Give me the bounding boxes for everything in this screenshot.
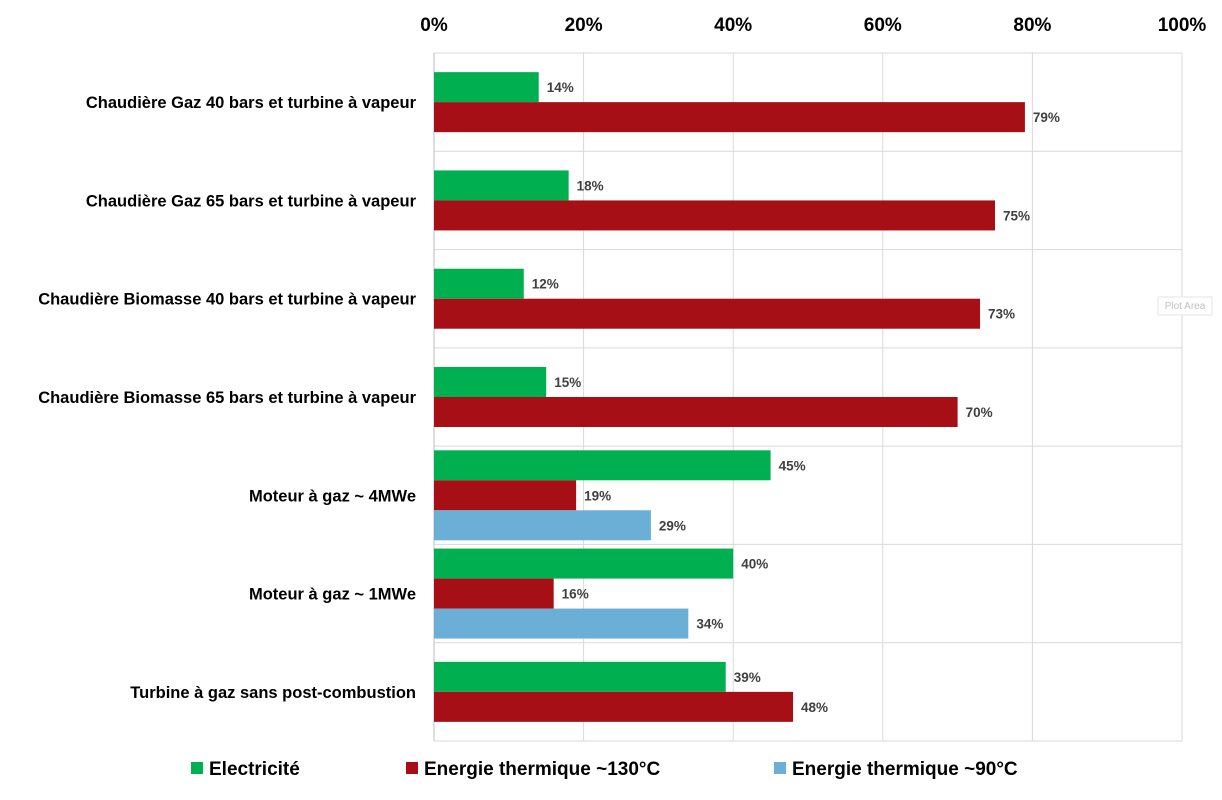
category-label: Chaudière Gaz 65 bars et turbine à vapeu…: [86, 192, 417, 210]
plot-area-annotation: Plot Area: [1165, 301, 1206, 312]
bar: [434, 510, 651, 541]
x-tick-label: 60%: [864, 15, 902, 36]
x-tick-label: 80%: [1013, 15, 1051, 36]
data-label: 19%: [584, 488, 611, 503]
bar: [434, 608, 689, 639]
x-tick-label: 100%: [1158, 15, 1207, 36]
data-label: 14%: [547, 80, 574, 95]
category-label: Chaudière Biomasse 40 bars et turbine à …: [38, 291, 416, 309]
data-label: 15%: [554, 375, 581, 390]
legend-swatch: [774, 762, 786, 774]
legend: Electricité Energie thermique ~130°C Energ…: [191, 759, 1018, 780]
bar: [434, 298, 981, 329]
data-label: 79%: [1033, 110, 1060, 125]
bar: [434, 548, 734, 579]
category-labels: Chaudière Gaz 40 bars et turbine à vapeu…: [38, 94, 416, 702]
data-label: 75%: [1003, 208, 1030, 223]
bar: [434, 200, 995, 231]
data-label: 70%: [966, 405, 993, 420]
x-axis-ticks: 0% 20% 40% 60% 80% 100%: [420, 15, 1206, 36]
data-label: 29%: [659, 518, 686, 533]
category-label: Turbine à gaz sans post-combustion: [130, 684, 416, 702]
bar: [434, 480, 577, 511]
data-label: 12%: [532, 277, 559, 292]
category-label: Chaudière Gaz 40 bars et turbine à vapeu…: [86, 94, 417, 112]
bar: [434, 661, 726, 692]
bar: [434, 397, 958, 427]
data-label: 48%: [801, 700, 828, 715]
legend-swatch: [406, 762, 418, 774]
data-label: 40%: [741, 557, 768, 572]
bar: [434, 170, 569, 201]
category-label: Chaudière Biomasse 65 bars et turbine à …: [38, 389, 416, 407]
bar: [434, 450, 771, 481]
data-label: 18%: [577, 178, 604, 193]
x-tick-label: 40%: [714, 15, 752, 36]
legend-label: Electricité: [209, 759, 300, 780]
legend-label: Energie thermique ~130°C: [424, 759, 660, 780]
data-labels: 14% 79% 18% 75% 12% 73% 15% 70% 45% 19% 29% 40% 16% 3…: [532, 80, 1060, 715]
legend-swatch: [191, 762, 203, 774]
category-label: Moteur à gaz ~ 1MWe: [249, 586, 416, 604]
bar: [434, 72, 539, 103]
bar: [434, 691, 794, 722]
bars: [434, 72, 1025, 722]
data-label: 16%: [562, 587, 589, 602]
category-label: Moteur à gaz ~ 4MWe: [249, 487, 416, 505]
data-label: 73%: [988, 307, 1015, 322]
bar: [434, 268, 524, 299]
bar: [434, 102, 1025, 133]
plot-area-tag: Plot Area: [1157, 296, 1213, 316]
data-label: 45%: [779, 458, 806, 473]
gridlines: [433, 52, 1183, 742]
bar: [434, 578, 554, 609]
x-tick-label: 0%: [420, 15, 448, 36]
bar: [434, 367, 547, 397]
data-label: 39%: [734, 670, 761, 685]
legend-label: Energie thermique ~90°C: [792, 759, 1018, 780]
x-tick-label: 20%: [565, 15, 603, 36]
data-label: 34%: [696, 617, 723, 632]
